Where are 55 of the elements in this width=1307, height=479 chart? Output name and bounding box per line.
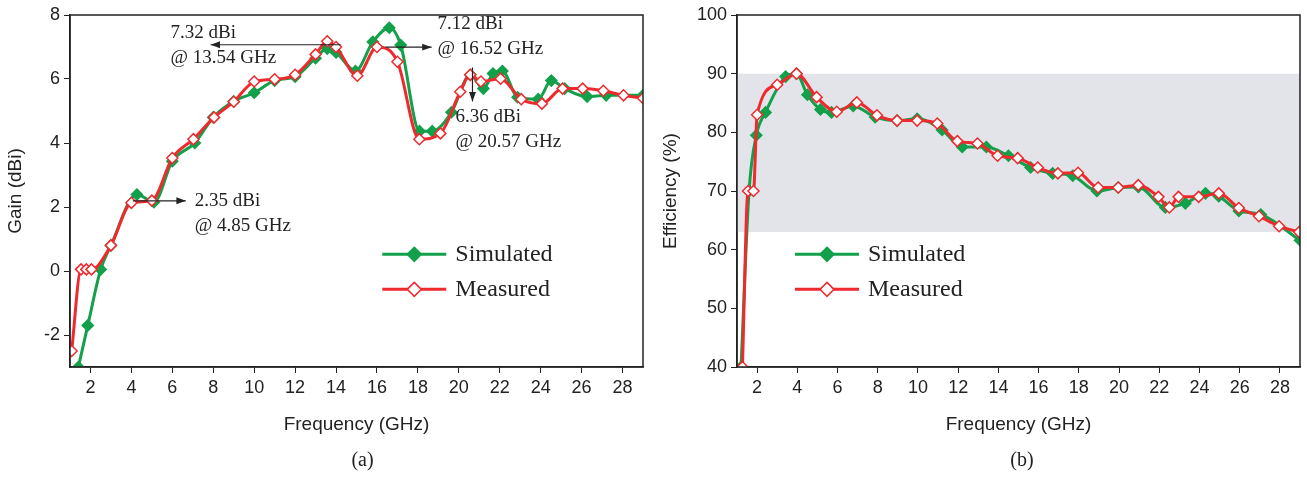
y-tick-label: 8 — [49, 3, 60, 24]
x-tick-label: 26 — [1229, 376, 1250, 397]
x-tick-label: 6 — [167, 376, 178, 397]
x-tick-label: 8 — [208, 376, 219, 397]
legend-label: Simulated — [868, 239, 966, 266]
x-tick-label: 14 — [988, 376, 1009, 397]
x-tick-label: 26 — [571, 376, 592, 397]
x-tick-label: 10 — [907, 376, 928, 397]
x-tick-label: 4 — [126, 376, 137, 397]
y-tick-label: 40 — [706, 355, 727, 376]
annotation: 7.32 dBi @ 13.54 GHz — [170, 20, 277, 67]
x-tick-label: 28 — [1269, 376, 1290, 397]
x-tick-label: 6 — [832, 376, 843, 397]
y-tick-label: 4 — [49, 131, 60, 152]
x-tick-label: 12 — [948, 376, 969, 397]
annotation: 6.36 dBi @ 20.57 GHz — [455, 105, 562, 152]
legend-label: Measured — [455, 274, 550, 301]
x-tick-label: 24 — [530, 376, 551, 397]
x-axis-title: Frequency (GHz) — [283, 412, 430, 434]
text: (b) — [1009, 448, 1035, 471]
x-tick-label: 20 — [448, 376, 469, 397]
y-tick-label: 90 — [706, 62, 727, 83]
y-tick-label: 0 — [49, 259, 60, 280]
x-tick-label: 28 — [612, 376, 633, 397]
x-tick-label: 22 — [489, 376, 510, 397]
x-tick-label: 18 — [407, 376, 428, 397]
y-tick-label: 70 — [706, 179, 727, 200]
y-tick-label: 2 — [49, 195, 60, 216]
y-axis-title: Efficiency (%) — [658, 133, 680, 249]
x-tick-label: 10 — [244, 376, 265, 397]
x-tick-label: 22 — [1149, 376, 1170, 397]
x-tick-label: 12 — [285, 376, 306, 397]
legend-label: Simulated — [455, 239, 553, 266]
annotation: 7.12 dBi @ 16.52 GHz — [437, 12, 544, 59]
text: (a) — [350, 448, 375, 471]
y-tick-label: 50 — [706, 297, 727, 318]
legend-label: Measured — [868, 274, 963, 301]
x-tick-label: 16 — [366, 376, 387, 397]
x-tick-label: 20 — [1109, 376, 1130, 397]
x-tick-label: 16 — [1028, 376, 1049, 397]
y-tick-label: 6 — [49, 67, 60, 88]
x-axis-title: Frequency (GHz) — [945, 412, 1092, 434]
y-tick-label: 100 — [696, 3, 727, 24]
x-tick-label: 18 — [1068, 376, 1089, 397]
x-tick-label: 2 — [752, 376, 763, 397]
x-tick-label: 2 — [85, 376, 96, 397]
x-tick-label: 4 — [792, 376, 803, 397]
y-axis-title: Gain (dBi) — [3, 148, 25, 234]
annotation: 2.35 dBi @ 4.85 GHz — [194, 188, 291, 235]
y-tick-label: -2 — [43, 323, 60, 344]
x-tick-label: 8 — [872, 376, 883, 397]
x-tick-label: 24 — [1189, 376, 1210, 397]
x-tick-label: 14 — [326, 376, 347, 397]
y-tick-label: 80 — [706, 121, 727, 142]
y-tick-label: 60 — [706, 238, 727, 259]
